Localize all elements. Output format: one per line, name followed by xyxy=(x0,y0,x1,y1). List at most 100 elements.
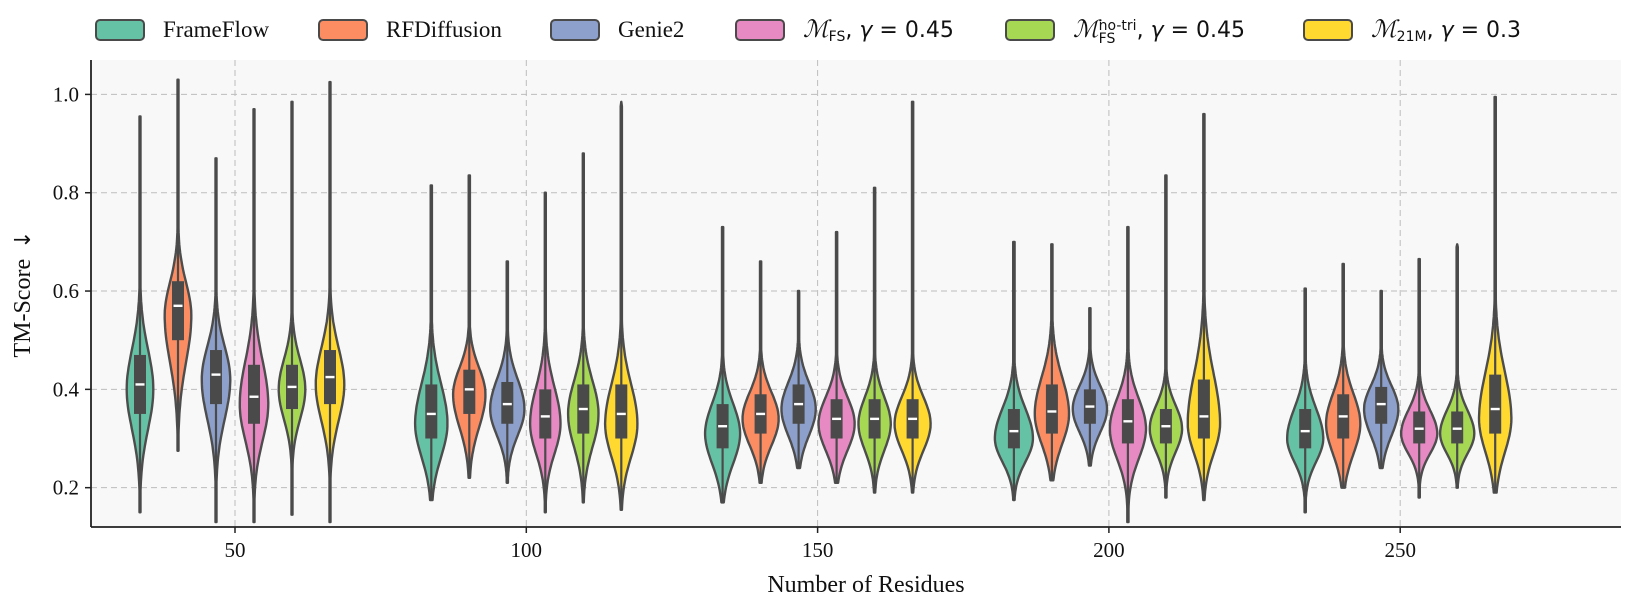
violin-3-2 xyxy=(817,230,856,484)
violin-0-1 xyxy=(413,184,449,502)
x-ticks: 50 100 150 200 250 xyxy=(225,527,1416,562)
violin-1-2 xyxy=(741,260,780,484)
legend-m21m-comma: , xyxy=(1426,18,1441,43)
legend-mfs-notri-supsub: no-tri FS xyxy=(1098,17,1137,47)
legend-mfs-gamma: γ xyxy=(859,18,873,43)
violin-iqr-box xyxy=(210,350,222,405)
violin-iqr-box xyxy=(425,384,438,439)
violin-4-4 xyxy=(1438,243,1476,489)
violin-5-3 xyxy=(1186,112,1222,502)
violin-4-1 xyxy=(566,152,600,504)
violin-iqr-box xyxy=(463,369,476,414)
violin-iqr-box xyxy=(1007,409,1020,449)
violin-iqr-box xyxy=(1451,411,1464,444)
legend-item-frameflow[interactable]: FrameFlow xyxy=(95,12,269,48)
legend-item-m21m[interactable]: ℳ21M, γ = 0.3 xyxy=(1303,12,1521,48)
legend-mfs-symbol: ℳ xyxy=(803,15,829,43)
legend-swatch-rfdiffusion xyxy=(318,19,368,41)
y-tick-label: 0.8 xyxy=(53,181,79,205)
violin-iqr-box xyxy=(1197,379,1210,439)
x-tick-label: 150 xyxy=(802,538,834,562)
legend-item-rfdiffusion[interactable]: RFDiffusion xyxy=(318,12,502,48)
axes xyxy=(90,60,1621,528)
violin-2-3 xyxy=(1071,307,1109,467)
legend-swatch-m21m xyxy=(1303,19,1353,41)
x-tick-label: 100 xyxy=(511,538,543,562)
violin-0-0 xyxy=(125,115,155,514)
violin-0-3 xyxy=(993,240,1035,502)
x-axis-label: Number of Residues xyxy=(767,572,964,598)
violin-2-1 xyxy=(489,260,526,484)
x-tick-label: 50 xyxy=(225,538,246,562)
legend-mfs-notri-sub: FS xyxy=(1098,30,1116,47)
legend-mfs-comma: , xyxy=(845,18,860,43)
violin-iqr-box xyxy=(1045,384,1058,434)
y-tick-label: 0.6 xyxy=(53,279,79,303)
legend-swatch-mfs-notri xyxy=(1005,19,1055,41)
violin-5-1 xyxy=(603,100,639,511)
legend-m21m-gamma: γ xyxy=(1440,18,1454,43)
legend-mfs-notri-symbol: ℳ xyxy=(1073,14,1099,43)
violin-iqr-box xyxy=(172,281,184,341)
y-axis-label: TM-Score ↓ xyxy=(10,230,36,357)
violin-2-0 xyxy=(200,157,232,524)
legend: FrameFlow RFDiffusion Genie2 ℳFS, γ = 0.… xyxy=(0,12,1645,52)
legend-mfs-notri-sup: no-tri xyxy=(1098,17,1137,34)
legend-mfs-sub: FS xyxy=(828,29,846,45)
legend-item-genie2[interactable]: Genie2 xyxy=(550,12,684,48)
y-tick-label: 0.2 xyxy=(53,476,79,500)
violin-5-4 xyxy=(1477,95,1513,494)
violin-5-2 xyxy=(893,100,932,494)
legend-label-frameflow: FrameFlow xyxy=(163,17,270,42)
plot-area xyxy=(91,60,1621,527)
legend-swatch-genie2 xyxy=(550,19,600,41)
legend-m21m-eq: = 0.3 xyxy=(1453,18,1522,43)
violin-iqr-box xyxy=(1375,386,1388,424)
y-tick-label: 1.0 xyxy=(53,82,79,106)
y-axis-label-text: TM-Score xyxy=(10,259,36,358)
y-tick-label: 0.4 xyxy=(53,377,80,401)
violin-1-0 xyxy=(163,78,193,452)
legend-label-m21m: ℳ21M, γ = 0.3 xyxy=(1371,15,1521,45)
gridlines xyxy=(91,60,1621,527)
legend-m21m-sub: 21M xyxy=(1396,29,1427,45)
violin-iqr-box xyxy=(1413,411,1426,444)
legend-label-genie2: Genie2 xyxy=(618,17,685,42)
violin-iqr-box xyxy=(1489,374,1502,434)
legend-mfs-notri-gamma: γ xyxy=(1150,17,1164,43)
violins xyxy=(125,78,1513,524)
x-tick-label: 250 xyxy=(1384,538,1416,562)
violin-iqr-box xyxy=(1299,409,1312,449)
violin-iqr-box xyxy=(539,389,552,439)
violin-0-4 xyxy=(1286,287,1325,514)
legend-label-rfdiffusion: RFDiffusion xyxy=(386,17,502,42)
legend-swatch-mfs xyxy=(735,19,785,41)
y-ticks: 0.2 0.4 0.6 0.8 1.0 xyxy=(53,82,91,500)
legend-swatch-frameflow xyxy=(95,19,145,41)
violin-1-3 xyxy=(1033,243,1071,482)
legend-m21m-symbol: ℳ xyxy=(1371,15,1397,43)
x-tick-label: 200 xyxy=(1093,538,1125,562)
legend-mfs-notri-comma: , xyxy=(1136,17,1151,43)
violin-1-4 xyxy=(1324,262,1362,489)
violin-0-2 xyxy=(703,225,742,504)
violin-5-0 xyxy=(314,80,346,524)
violin-iqr-box xyxy=(501,381,514,424)
legend-item-mfs[interactable]: ℳFS, γ = 0.45 xyxy=(735,12,954,48)
y-axis-arrow: ↓ xyxy=(11,230,36,248)
violin-2-2 xyxy=(780,289,817,470)
violin-3-0 xyxy=(238,108,270,524)
legend-label-mfs: ℳFS, γ = 0.45 xyxy=(803,15,954,45)
violin-4-2 xyxy=(857,186,892,494)
violin-3-3 xyxy=(1108,225,1148,524)
violin-1-1 xyxy=(451,174,487,479)
violin-2-4 xyxy=(1362,289,1400,470)
violin-iqr-box xyxy=(615,384,628,439)
violin-4-0 xyxy=(277,100,307,516)
legend-mfs-eq: = 0.45 xyxy=(872,18,954,43)
violin-4-3 xyxy=(1148,174,1184,499)
legend-mfs-notri-eq: = 0.45 xyxy=(1163,17,1245,43)
